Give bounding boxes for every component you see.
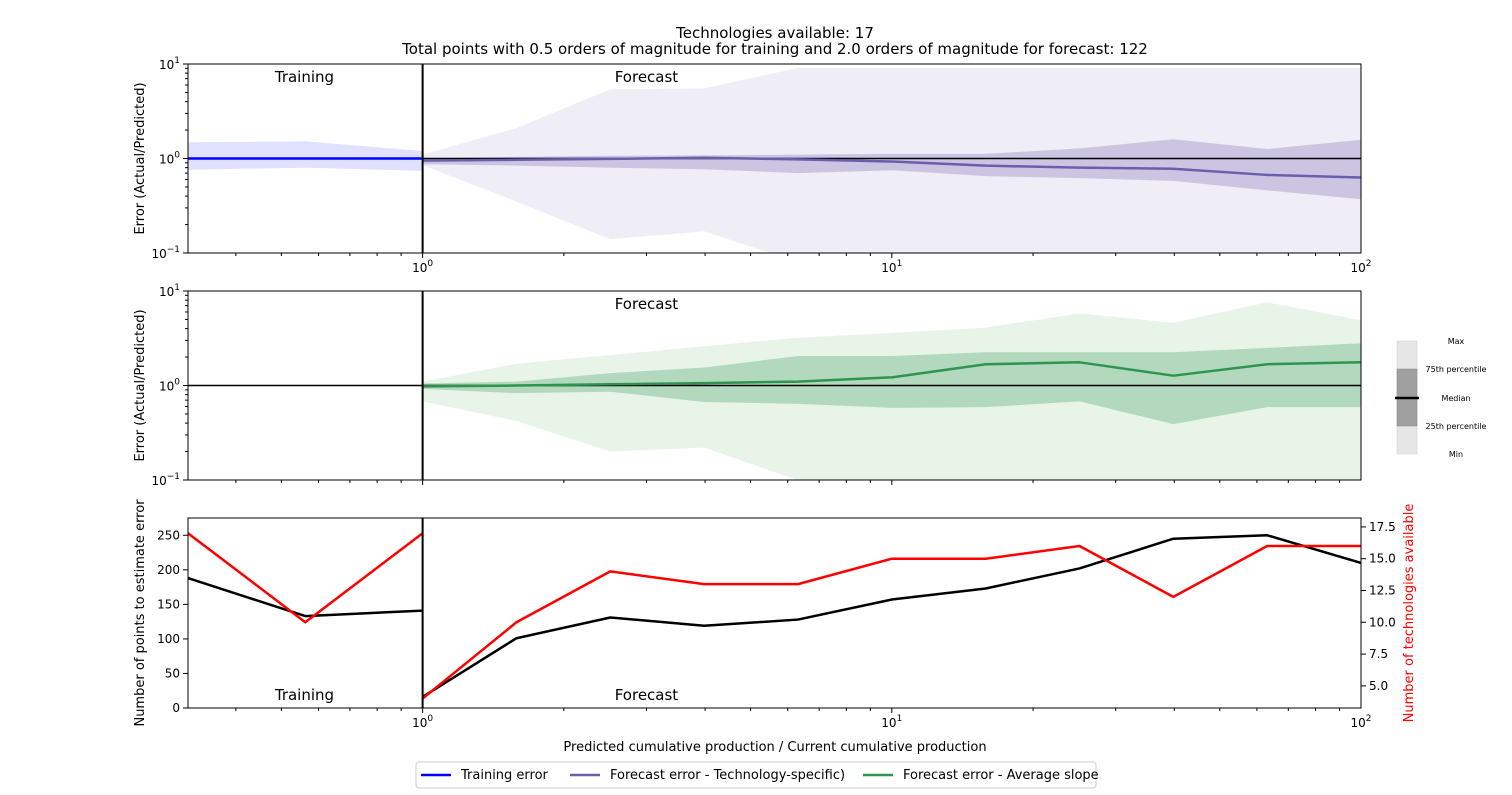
panel1-ytick-label: 10−1	[151, 245, 180, 261]
legend-label-2: Forecast error - Technology-specific)	[610, 768, 845, 783]
panel3-axes: 100 101 102 0 50 100 150 200 250 5.0 7.5 10.0 12.5 15…	[133, 499, 1417, 730]
panel3-frame	[187, 517, 1362, 709]
panel3-y2tick-label: 7.5	[1369, 647, 1388, 661]
panel3-ytick-label: 200	[157, 563, 180, 577]
panel1-series-forecast_tech	[422, 156, 1361, 179]
panel1-band-forecast_tech-25th-75th	[422, 139, 1361, 200]
panel3-y2-axis-label: Number of technologies available	[1402, 504, 1417, 723]
panel3-y-axis-label: Number of points to estimate error	[133, 499, 148, 727]
panel2-band-forecast_avg-25th-75th	[422, 343, 1361, 425]
figure-title-line-2: Total points with 0.5 orders of magnitud…	[401, 40, 1148, 58]
panel2-ytick-label: 101	[159, 283, 180, 299]
panel2-y-axis-label: Error (Actual/Predicted)	[133, 309, 148, 461]
panel2-ytick-label: 100	[159, 378, 180, 394]
box-legend: Max 75th percentile Median 25th percentile M…	[1395, 337, 1487, 459]
legend-label-3: Forecast error - Average slope	[903, 768, 1099, 783]
panel1-annotation-forecast: Forecast	[615, 68, 679, 86]
panel3-y2tick-label: 15.0	[1369, 552, 1396, 566]
panel3-y2tick-label: 12.5	[1369, 583, 1396, 597]
panel3-xtick-label: 101	[881, 714, 902, 730]
x-axis-label: Predicted cumulative production / Curren…	[563, 740, 986, 755]
panel3-xtick-label: 100	[412, 714, 433, 730]
box-legend-label-median: Median	[1441, 394, 1470, 403]
box-legend-label-max: Max	[1448, 337, 1465, 346]
panel3-y2tick-label: 10.0	[1369, 615, 1396, 629]
panel1-band-training-min-max	[188, 141, 423, 171]
panel2-plot-area	[188, 302, 1361, 480]
panel1-xtick-label: 101	[881, 259, 902, 275]
panels-group: 100 101 102 10−1 100 101 Error (Actual/Predict…	[133, 56, 1417, 730]
panel2-axes: 10−1 100 101 Error (Actual/Predicted) Foreca…	[133, 283, 1362, 488]
panel1-plot-area	[188, 67, 1361, 253]
panel3-annotation-training: Training	[274, 686, 334, 704]
box-legend-label-75th-percentile: 75th percentile	[1426, 365, 1487, 374]
panel3-xtick-label: 102	[1350, 714, 1371, 730]
series-legend: Training error Forecast error - Technolog…	[415, 761, 1099, 789]
panel3-ytick-label: 150	[157, 597, 180, 611]
box-legend-label-min: Min	[1449, 450, 1463, 459]
legend-label-1: Training error	[460, 768, 549, 783]
panel1-xtick-label: 102	[1350, 259, 1371, 275]
panel1-ytick-label: 100	[159, 151, 180, 167]
panel1-ytick-label: 101	[159, 56, 180, 72]
panel3-series-techs_training	[188, 532, 424, 624]
panel2-series-forecast_avg	[422, 361, 1361, 388]
panel3-ytick-label: 0	[172, 701, 180, 715]
panel1-xtick-label: 100	[412, 259, 433, 275]
panel1-annotation-training: Training	[274, 68, 334, 86]
box-legend-label-25th-percentile: 25th percentile	[1426, 422, 1487, 431]
legend-frame	[415, 761, 1097, 789]
panel1-axes: 100 101 102 10−1 100 101 Error (Actual/Predict…	[133, 56, 1372, 275]
panel3-plot-area	[188, 532, 1361, 700]
panel3-y2tick-label: 17.5	[1369, 520, 1396, 534]
panel2-annotation-forecast: Forecast	[615, 295, 679, 313]
panel3-annotation-forecast: Forecast	[615, 686, 679, 704]
panel3-ytick-label: 250	[157, 528, 180, 542]
panel2-ytick-label: 10−1	[151, 472, 180, 488]
figure-title-line-1: Technologies available: 17	[675, 24, 874, 42]
panel1-y-axis-label: Error (Actual/Predicted)	[133, 82, 148, 234]
panel3-series-points_forecast	[421, 534, 1361, 699]
panel3-ytick-label: 100	[157, 632, 180, 646]
panel3-y2tick-label: 5.0	[1369, 679, 1388, 693]
panel3-series-techs_forecast	[421, 544, 1361, 700]
panel3-ytick-label: 50	[165, 666, 180, 680]
panel3-series-points_training	[188, 576, 423, 618]
